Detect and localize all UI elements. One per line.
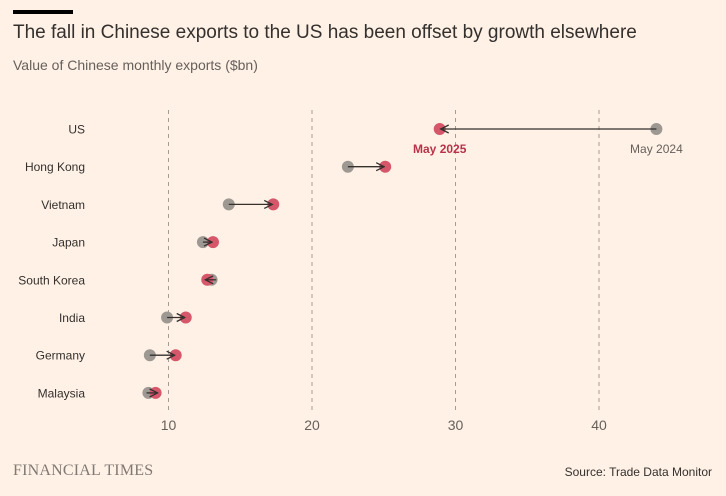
annotation-may-2025: May 2025 — [413, 142, 467, 156]
dumbbell-chart: 10 20 30 40 US Hong Kong Vietnam Japan South Kor… — [18, 110, 683, 433]
financial-times-logo: FINANCIAL TIMES — [13, 462, 154, 479]
category-label: India — [59, 311, 85, 325]
ft-top-rule — [13, 10, 73, 14]
x-tick-label: 20 — [304, 417, 320, 433]
category-label: Vietnam — [41, 198, 85, 212]
category-label: Hong Kong — [25, 160, 85, 174]
category-label: Malaysia — [38, 386, 86, 400]
category-label: US — [68, 123, 85, 137]
category-label: South Korea — [18, 273, 85, 287]
chart-title: The fall in Chinese exports to the US ha… — [13, 22, 637, 43]
x-tick-label: 10 — [161, 417, 177, 433]
annotation-may-2024: May 2024 — [630, 142, 683, 156]
chart-subtitle: Value of Chinese monthly exports ($bn) — [13, 57, 258, 73]
category-label: Japan — [52, 236, 85, 250]
category-label: Germany — [36, 349, 85, 363]
source-note: Source: Trade Data Monitor — [564, 465, 712, 479]
x-tick-label: 40 — [591, 417, 607, 433]
x-tick-label: 30 — [448, 417, 464, 433]
